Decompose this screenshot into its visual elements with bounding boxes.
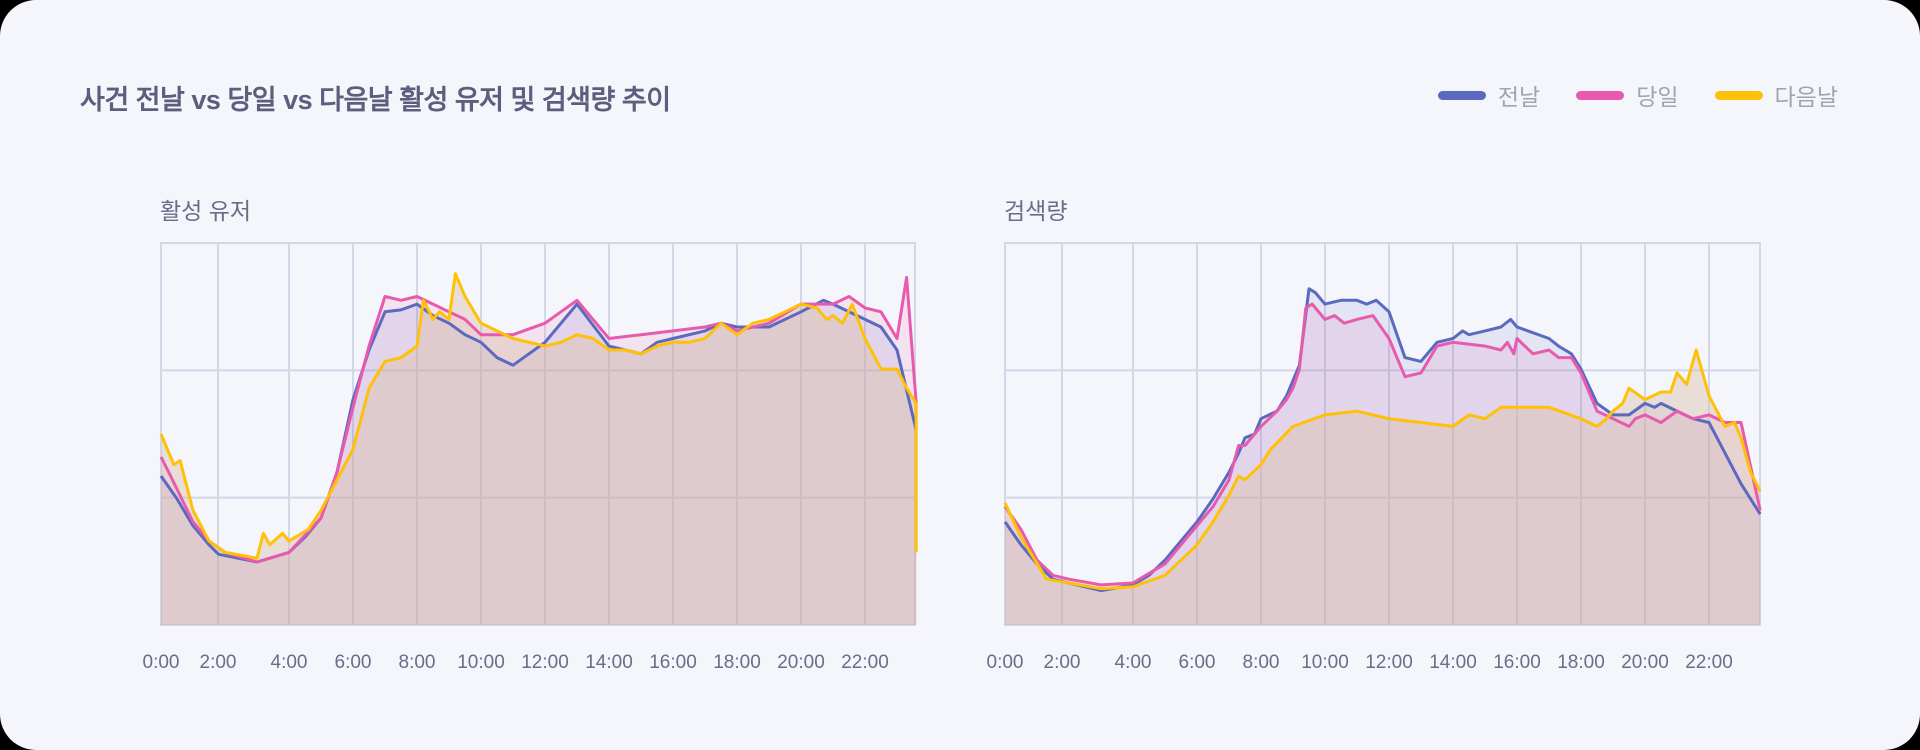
area-before: [161, 300, 917, 625]
x-tick-label: 16:00: [1493, 652, 1541, 673]
x-tick-label: 8:00: [1243, 652, 1280, 673]
line-after[interactable]: [1003, 348, 1762, 591]
legend-swatch-before: [1437, 90, 1486, 100]
legend-item-before[interactable]: 전날: [1437, 78, 1541, 112]
panel-title-search-volume: 검색량: [1004, 198, 1068, 224]
grid: [1004, 242, 1761, 626]
panel-title-active-users: 활성 유저: [160, 198, 252, 224]
x-tick-label: 22:00: [1685, 652, 1733, 673]
legend-label: 다음날: [1774, 84, 1838, 110]
line-day[interactable]: [1003, 302, 1762, 587]
x-tick-label: 20:00: [1621, 652, 1669, 673]
x-tick-label: 18:00: [713, 652, 761, 673]
x-tick-label: 10:00: [457, 652, 505, 673]
x-tick-label: 18:00: [1557, 652, 1605, 673]
area-day: [161, 277, 917, 625]
legend: 전날 당일 다음날: [1402, 78, 1838, 112]
line-after[interactable]: [159, 272, 918, 560]
x-tick-label: 22:00: [841, 652, 889, 673]
x-axis: 0:00 2:00 4:00 6:00 8:00 10:00 12:00 14:00 16:00…: [143, 652, 889, 673]
area-before: [1005, 288, 1761, 625]
x-tick-label: 14:00: [585, 652, 633, 673]
x-tick-label: 4:00: [271, 652, 308, 673]
x-tick-label: 16:00: [649, 652, 697, 673]
legend-swatch-day: [1576, 90, 1625, 100]
legend-label: 당일: [1636, 84, 1679, 110]
x-tick-label: 10:00: [1301, 652, 1349, 673]
area-after: [161, 273, 917, 625]
x-tick-label: 2:00: [1044, 652, 1081, 673]
x-axis: 0:00 2:00 4:00 6:00 8:00 10:00 12:00 14:00 16:00…: [987, 652, 1733, 673]
legend-item-day[interactable]: 당일: [1576, 78, 1679, 112]
x-tick-label: 14:00: [1429, 652, 1477, 673]
x-tick-label: 0:00: [143, 652, 180, 673]
legend-swatch-after: [1714, 90, 1763, 100]
area-after: [1005, 350, 1761, 625]
x-tick-label: 0:00: [987, 652, 1024, 673]
x-tick-label: 12:00: [521, 652, 569, 673]
x-tick-label: 6:00: [335, 652, 372, 673]
area-day: [1005, 304, 1761, 625]
line-day[interactable]: [159, 275, 918, 564]
line-before[interactable]: [1003, 287, 1762, 593]
legend-item-after[interactable]: 다음날: [1714, 78, 1838, 112]
x-tick-label: 6:00: [1179, 652, 1216, 673]
legend-label: 전날: [1497, 84, 1541, 110]
x-tick-label: 4:00: [1115, 652, 1152, 673]
x-tick-label: 20:00: [777, 652, 825, 673]
x-tick-label: 8:00: [399, 652, 436, 673]
page-title: 사건 전날 vs 당일 vs 다음날 활성 유저 및 검색량 추이: [80, 85, 671, 115]
x-tick-label: 2:00: [200, 652, 237, 673]
x-tick-label: 12:00: [1365, 652, 1413, 673]
